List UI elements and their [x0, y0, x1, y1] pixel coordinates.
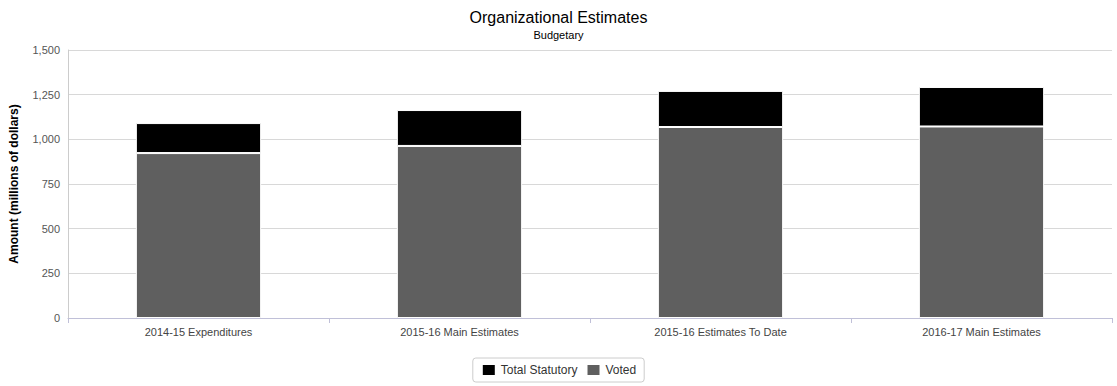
svg-text:1,000: 1,000: [32, 133, 60, 145]
svg-text:500: 500: [42, 223, 60, 235]
svg-text:2015-16 Estimates To Date: 2015-16 Estimates To Date: [654, 326, 786, 338]
svg-text:2014-15 Expenditures: 2014-15 Expenditures: [145, 326, 253, 338]
svg-text:Voted: Voted: [606, 363, 637, 377]
svg-text:1,250: 1,250: [32, 89, 60, 101]
svg-text:750: 750: [42, 178, 60, 190]
svg-text:Budgetary: Budgetary: [533, 29, 584, 41]
svg-text:Amount (millions of dollars): Amount (millions of dollars): [7, 104, 21, 263]
svg-text:Organizational Estimates: Organizational Estimates: [470, 9, 648, 26]
svg-text:0: 0: [54, 312, 60, 324]
svg-text:1,500: 1,500: [32, 44, 60, 56]
svg-text:2015-16 Main Estimates: 2015-16 Main Estimates: [400, 326, 519, 338]
svg-text:250: 250: [42, 267, 60, 279]
svg-text:2016-17 Main Estimates: 2016-17 Main Estimates: [922, 326, 1041, 338]
svg-text:Total Statutory: Total Statutory: [501, 363, 578, 377]
